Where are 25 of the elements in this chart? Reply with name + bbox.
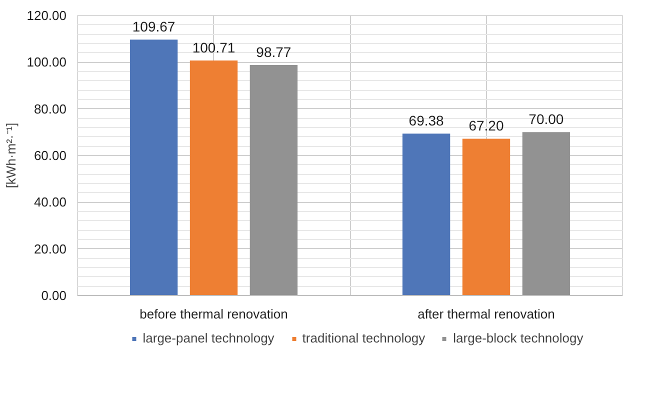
data-label: 98.77 — [256, 44, 292, 60]
bar — [462, 138, 510, 296]
legend-label: large-block technology — [453, 330, 584, 346]
legend-label: large-panel technology — [142, 330, 274, 346]
data-label: 70.00 — [528, 111, 564, 128]
y-tick-label: 40.00 — [34, 194, 67, 210]
y-tick-label: 120.00 — [26, 8, 67, 23]
y-tick-label: 0.00 — [41, 288, 67, 303]
bar — [402, 134, 450, 296]
y-axis-title: [kWh·m²·⁻¹] — [4, 122, 19, 188]
y-tick-label: 80.00 — [34, 101, 67, 116]
bar — [130, 40, 178, 296]
y-tick-label: 100.00 — [26, 54, 67, 70]
x-tick-label: after thermal renovation — [418, 306, 555, 322]
data-label: 109.67 — [132, 18, 176, 35]
y-tick-label: 20.00 — [34, 241, 67, 256]
x-tick-label: before thermal renovation — [140, 306, 288, 322]
bar — [522, 132, 570, 296]
data-label: 69.38 — [408, 112, 444, 129]
data-label: 67.20 — [468, 118, 504, 134]
data-label: 100.71 — [192, 40, 236, 56]
bar — [250, 65, 298, 296]
bar — [190, 60, 238, 296]
legend-label: traditional technology — [302, 330, 426, 346]
y-tick-label: 60.00 — [34, 148, 67, 163]
